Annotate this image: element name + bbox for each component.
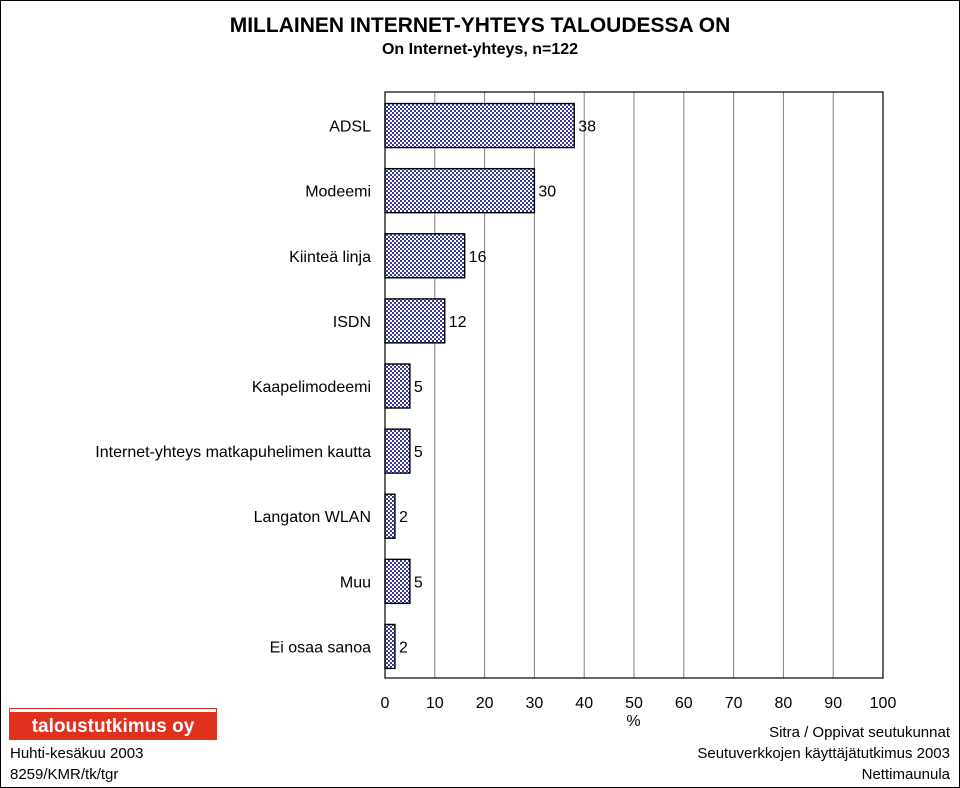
bar	[384, 558, 411, 605]
x-tick-label: 80	[775, 695, 793, 712]
chart-subtitle: On Internet-yhteys, n=122	[381, 41, 579, 58]
x-tick-label: 10	[426, 695, 444, 712]
category-label: Muu	[340, 574, 371, 591]
category-label: Ei osaa sanoa	[270, 639, 372, 656]
footer-area: Nettimaunula	[861, 766, 950, 783]
value-label: 5	[414, 379, 423, 396]
footer-date: Huhti-kesäkuu 2003	[10, 745, 144, 762]
value-label: 5	[414, 574, 423, 591]
x-tick-label: 40	[575, 695, 593, 712]
bar	[384, 363, 411, 409]
bar	[384, 102, 575, 149]
value-label: 2	[399, 639, 408, 656]
category-label: Modeemi	[305, 184, 371, 201]
value-label: 38	[578, 119, 596, 136]
category-label: Kaapelimodeemi	[252, 379, 371, 396]
chart-title: MILLAINEN INTERNET-YHTEYS TALOUDESSA ON	[229, 14, 731, 37]
footer-study: Seutuverkkojen käyttäjätutkimus 2003	[697, 745, 950, 762]
x-tick-label: 60	[675, 695, 693, 712]
bar	[384, 298, 446, 344]
bar	[384, 233, 466, 279]
value-label: 12	[449, 314, 467, 331]
x-tick-label: 20	[476, 695, 494, 712]
category-label: Internet-yhteys matkapuhelimen kautta	[95, 444, 371, 461]
bar	[384, 493, 396, 539]
footer-code: 8259/KMR/tk/tgr	[10, 766, 119, 783]
x-tick-label: 100	[870, 695, 897, 712]
x-tick-label: 90	[824, 695, 842, 712]
x-tick-label: 30	[526, 695, 544, 712]
category-label: Kiinteä linja	[289, 249, 371, 266]
category-label: Langaton WLAN	[254, 509, 371, 526]
x-tick-label: 0	[381, 695, 390, 712]
bar	[384, 623, 396, 670]
value-label: 30	[538, 184, 556, 201]
category-label: ISDN	[333, 314, 371, 331]
value-label: 16	[469, 249, 487, 266]
x-tick-label: 50	[625, 695, 643, 712]
x-tick-label: 70	[725, 695, 743, 712]
bar	[384, 167, 536, 214]
footer-client: Sitra / Oppivat seutukunnat	[769, 724, 950, 741]
company-logo: taloustutkimus oy	[9, 708, 217, 740]
x-axis-label: %	[626, 713, 640, 730]
bar	[384, 428, 411, 474]
value-label: 2	[399, 509, 408, 526]
category-label: ADSL	[329, 119, 371, 136]
value-label: 5	[414, 444, 423, 461]
